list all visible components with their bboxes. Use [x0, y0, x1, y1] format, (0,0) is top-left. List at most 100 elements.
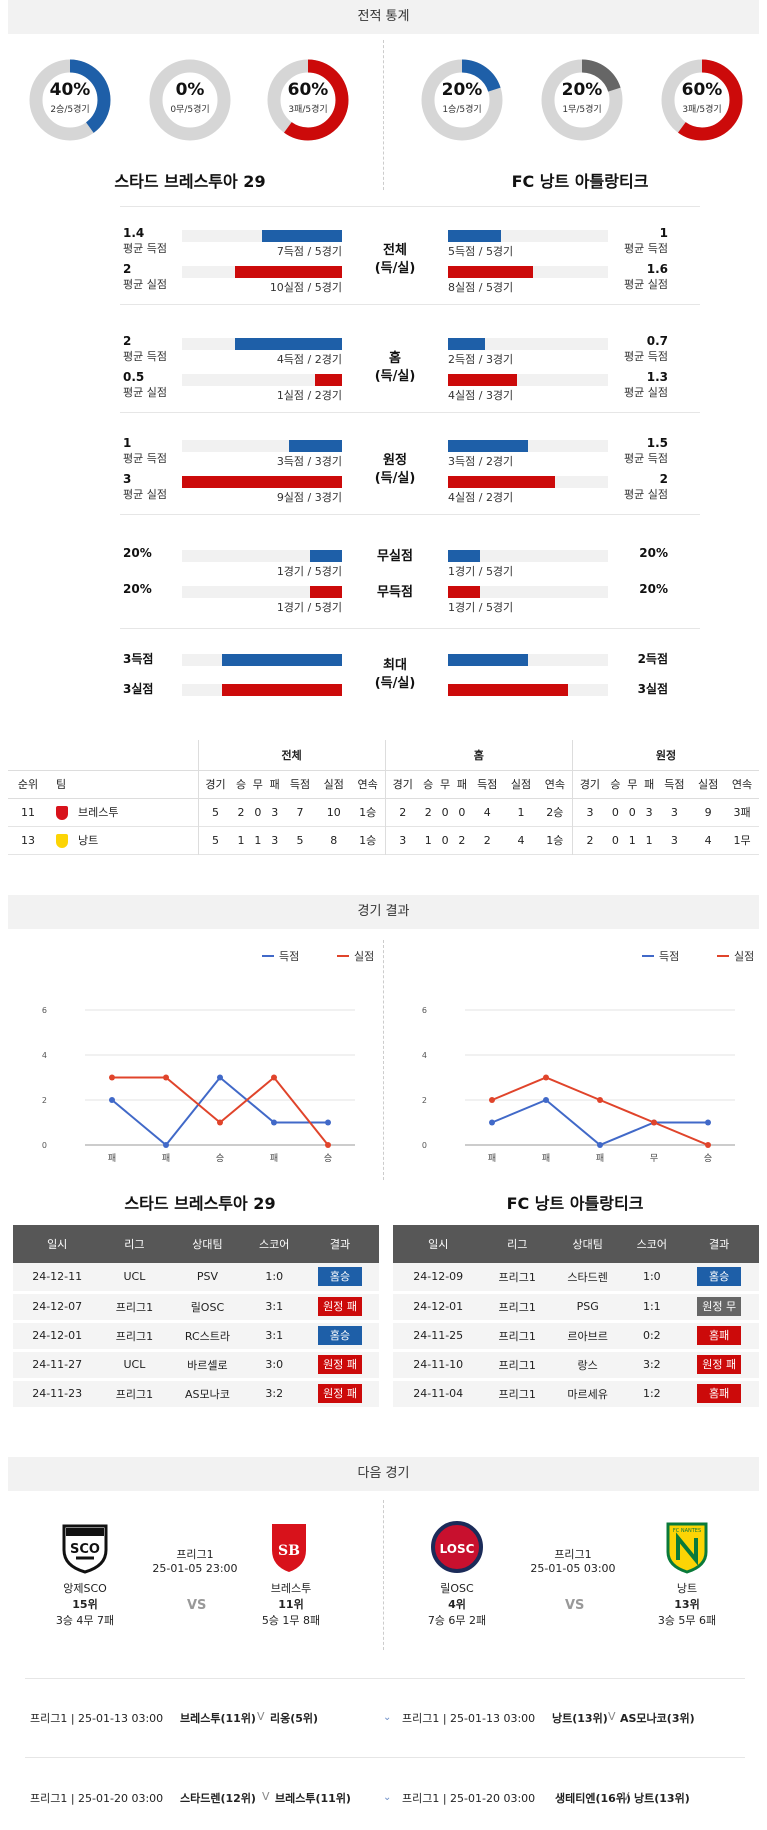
team-cell[interactable]: 브레스투: [48, 798, 199, 826]
table-row[interactable]: 24-12-01 프리그1 PSG 1:1 원정 무: [393, 1292, 759, 1323]
upcoming-team: 낭트(13위): [634, 1792, 690, 1805]
chevron-down-icon[interactable]: ⌄: [383, 1712, 392, 1723]
result-badge: 원정 패: [318, 1384, 363, 1403]
group-home: 홈: [385, 740, 573, 770]
next-team-3[interactable]: 릴OSC 4위 7승 6무 2패: [402, 1580, 512, 1628]
away-stat-caption: 2득점 / 3경기: [448, 353, 514, 366]
home-stat-bar: [310, 550, 342, 562]
x-tick-label: 패: [108, 1153, 116, 1164]
y-tick-label: 2: [42, 1096, 47, 1105]
date: 25-01-05 03:00: [530, 1562, 616, 1575]
away-stat-bar: [448, 440, 528, 452]
result-cell: 원정 패: [301, 1292, 379, 1323]
result-cell: 3:0: [247, 1350, 302, 1381]
table-row[interactable]: 11 브레스투 5 2 0 3 7 10 1승 2 2 0 0 4 1 2승 3 0 0 3 3 9 3패: [8, 798, 759, 826]
home-stat-bar: [182, 476, 342, 488]
table-row[interactable]: 24-12-09 프리그1 스타드렌 1:0 홈승: [393, 1263, 759, 1294]
donut-chart: 60% 3패/5경기: [266, 58, 350, 142]
table-row[interactable]: 24-11-04 프리그1 마르세유 1:2 홈패: [393, 1379, 759, 1410]
stat-cell: 7: [296, 805, 304, 819]
next-team-2[interactable]: 브레스투 11위 5승 1무 8패: [236, 1580, 346, 1628]
donut-chart: 60% 3패/5경기: [660, 58, 744, 142]
away-stat-label: 평균 득점: [624, 452, 668, 465]
donut-percent: 20%: [441, 80, 483, 100]
stat-cell: 1: [254, 833, 262, 847]
col-header: 무: [252, 778, 263, 791]
result-cell: 원정 패: [301, 1379, 379, 1410]
result-cell: PSG: [551, 1292, 625, 1323]
table-row[interactable]: 13 낭트 5 1 1 3 5 8 1승 3 1 0 2 2 4 1승 2 0 1 1 3 4 1무: [8, 826, 759, 854]
col-header: 팀: [48, 770, 199, 798]
table-row[interactable]: 24-11-23 프리그1 AS모나코 3:2 원정 패: [13, 1379, 379, 1410]
home-stat-label: 평균 득점: [123, 452, 167, 465]
divider: [120, 206, 700, 207]
col-header: 실점: [510, 778, 532, 791]
team-name: 낭트: [676, 1582, 698, 1595]
stat-cell: 1: [517, 805, 525, 819]
team-rank: 15위: [72, 1598, 98, 1611]
chevron-down-icon[interactable]: ⌄: [383, 1792, 392, 1803]
home-stat-label: 평균 실점: [123, 386, 167, 399]
next-team-1[interactable]: 앙제SCO 15위 3승 4무 7패: [30, 1580, 140, 1628]
upcoming-team: 브레스투(11위): [275, 1792, 351, 1805]
col-header: 연속: [350, 770, 386, 798]
stat-cell: 8: [330, 833, 338, 847]
table-row[interactable]: 24-12-07 프리그1 릴OSC 3:1 원정 패: [13, 1292, 379, 1323]
away-stat-label: 평균 실점: [624, 488, 668, 501]
stat-cell: 1무: [733, 834, 751, 847]
col-header: 승: [610, 778, 621, 791]
data-point: [705, 1142, 711, 1148]
home-stat-value: 20%: [123, 582, 152, 596]
table-row[interactable]: 24-11-10 프리그1 랑스 3:2 원정 패: [393, 1350, 759, 1381]
table-row[interactable]: 24-11-25 프리그1 르아브르 0:2 홈패: [393, 1321, 759, 1352]
stat-cell: 3: [399, 833, 407, 847]
result-cell: 원정 패: [301, 1350, 379, 1381]
result-cell: 르아브르: [551, 1321, 625, 1352]
stat-cell: 2승: [537, 798, 573, 826]
home-stat-bar: [315, 374, 342, 386]
stat-cell: 2: [483, 833, 491, 847]
series-line: [491, 1098, 708, 1147]
result-cell: 프리그1: [101, 1379, 168, 1410]
x-tick-label: 패: [596, 1153, 604, 1164]
result-cell: 1:0: [624, 1263, 680, 1294]
bar-track: [448, 586, 608, 598]
away-stat-value: 2: [659, 472, 668, 486]
stat-cell: 2: [237, 805, 245, 819]
team-cell[interactable]: 낭트: [48, 826, 199, 854]
result-cell: AS모나코: [167, 1379, 248, 1410]
result-cell: UCL: [101, 1263, 168, 1294]
home-stat-label: 평균 득점: [123, 242, 167, 255]
donut-chart: 0% 0무/5경기: [148, 58, 232, 142]
team-name: 앙제SCO: [63, 1582, 107, 1595]
next-team-4[interactable]: 낭트 13위 3승 5무 6패: [632, 1580, 742, 1628]
stat-center-label: 무실점: [377, 549, 413, 564]
table-row[interactable]: 24-11-27 UCL 바르셀로 3:0 원정 패: [13, 1350, 379, 1381]
group-all: 전체: [198, 740, 386, 770]
result-cell: 홈승: [679, 1263, 759, 1294]
team-crest-icon: [56, 806, 68, 820]
result-cell: 원정 무: [679, 1292, 759, 1323]
away-stat-label: 평균 실점: [624, 278, 668, 291]
home-stat-value: 3: [123, 472, 132, 486]
standings-table: 전체 홈 원정 순위 팀 경기 승 무 패 득점 실점 연속 경기 승 무 패 득점 실점 연속 경기 승 무 패 득점…: [8, 740, 759, 855]
col-header: 결과: [679, 1225, 759, 1263]
away-team-title: FC 낭트 아틀랑티크: [511, 172, 649, 191]
stat-group-label: 전체 (득/실): [374, 243, 416, 276]
legend-label: 실점: [354, 950, 374, 963]
table-row[interactable]: 24-12-11 UCL PSV 1:0 홈승: [13, 1263, 379, 1294]
table-row[interactable]: 24-12-01 프리그1 RC스트라 3:1 홈승: [13, 1321, 379, 1352]
result-cell: 홈패: [679, 1321, 759, 1352]
home-stat-caption: 1실점 / 2경기: [276, 389, 342, 402]
result-cell: 3:1: [247, 1321, 302, 1352]
upcoming-team: 낭트(13위): [552, 1712, 608, 1725]
col-header: 순위: [17, 778, 39, 791]
donut-sub: 1무/5경기: [562, 105, 602, 115]
x-tick-label: 승: [216, 1153, 224, 1164]
data-point: [651, 1119, 657, 1126]
y-tick-label: 2: [422, 1096, 427, 1105]
vs-mark: V: [262, 1790, 270, 1803]
upcoming-team: 리옹(5위): [270, 1712, 319, 1725]
result-badge: 홈승: [318, 1267, 363, 1287]
result-cell: 24-12-07: [13, 1292, 102, 1323]
